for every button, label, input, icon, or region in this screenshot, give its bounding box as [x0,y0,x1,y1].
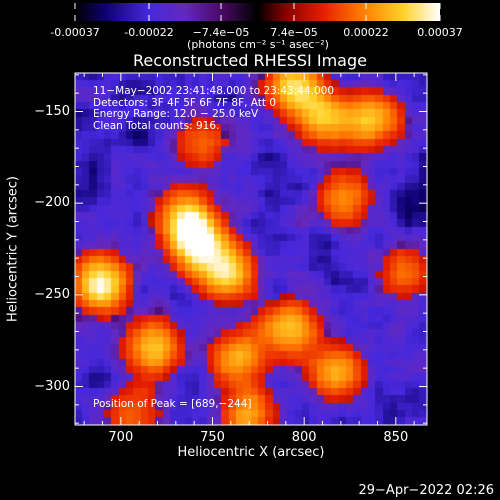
x-axis-label: Heliocentric X (arcsec) [177,445,325,460]
peak-position-label: Position of Peak = [689,−244] [93,398,252,410]
x-tick-label: 700 [108,430,134,445]
annotation-line: Detectors: 3F 4F 5F 6F 7F 8F, Att 0 [93,96,277,109]
annotation-block: 11−May−2002 23:41:48.000 to 23:43:44.000… [93,85,335,132]
colorbar-axis: (photons cm⁻² s⁻¹ asec⁻²) -0.00037 -0.000… [0,21,500,51]
plot-frame [74,72,428,426]
colorbar-tick-label: −7.4e−05 [192,26,250,39]
colorbar-tick-label: 0.00037 [417,26,463,39]
y-axis-label: Heliocentric Y (arcsec) [5,176,21,322]
colorbar-unit-label: (photons cm⁻² s⁻¹ asec⁻²) [187,38,329,51]
colorbar-tick-label: 7.4e−05 [270,26,318,39]
y-tick-label: −250 [34,286,70,302]
colorbar [75,3,440,21]
colorbar-tick-label: 0.00022 [343,26,389,39]
x-tick-label: 750 [200,430,225,445]
x-tick-label: 850 [383,430,409,445]
colorbar-tick-label: -0.00022 [124,26,174,39]
annotation-line: Clean Total counts: 916. [93,119,220,132]
heatmap-image [75,73,427,425]
annotation-line: 11−May−2002 23:41:48.000 to 23:43:44.000 [93,85,335,97]
colorbar-tick-label: -0.00037 [50,26,100,39]
chart-title: Reconstructed RHESSI Image [133,51,367,70]
x-tick-label: 800 [291,430,317,445]
y-tick-label: −200 [34,195,70,211]
timestamp: 29−Apr−2022 02:26 [358,483,495,498]
y-tick-label: −300 [34,378,70,394]
y-tick-label: −150 [34,103,70,119]
annotation-line: Energy Range: 12.0 − 25.0 keV [93,108,259,120]
